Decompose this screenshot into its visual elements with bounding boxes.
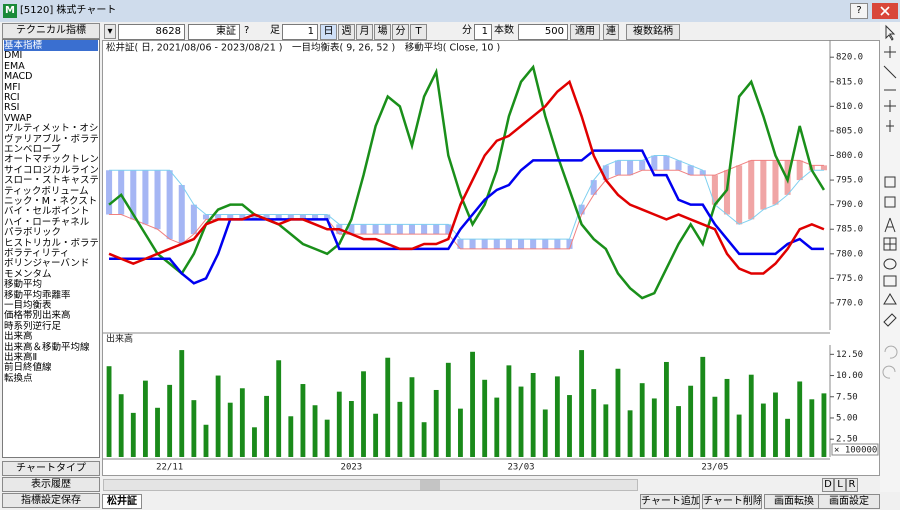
indicator-item[interactable]: 基本指標 (4, 40, 98, 51)
toolbar-apply[interactable]: 適用 (570, 24, 600, 40)
indicator-item[interactable]: MACD (4, 71, 33, 83)
indicator-item[interactable]: サイコロジカルライン (4, 164, 98, 176)
indicator-item[interactable]: ヴァリアブル・ボラティ (4, 133, 98, 145)
toolbar-bar-count[interactable]: 1 (282, 24, 318, 40)
indicator-item[interactable]: ボリンジャーバンド (4, 258, 90, 270)
indicator-item[interactable]: ハイ・ローチャネル (4, 216, 90, 228)
indicator-item[interactable]: VWAP (4, 112, 32, 124)
toolbar-market[interactable]: 東証 (188, 24, 240, 40)
indicator-item[interactable]: 一目均衡表 (4, 300, 52, 311)
drawing-toolbar (880, 22, 900, 492)
toolbar-multi[interactable]: 複数銘柄 (626, 24, 680, 40)
indicator-item[interactable]: 価格帯別出来高 (4, 310, 71, 322)
indicator-item[interactable]: ボラティリティ (4, 248, 70, 259)
toolbar-help: ? (244, 25, 250, 36)
toolbar-link[interactable]: 連 (603, 24, 619, 40)
indicator-item[interactable]: パラボリック (4, 227, 62, 239)
footer-tab[interactable]: 松井証 (102, 494, 142, 509)
indicator-item[interactable]: スロー・ストキャスティ (4, 175, 98, 187)
scroll-button[interactable]: R (846, 478, 858, 492)
close-button[interactable] (872, 3, 898, 19)
panel-button[interactable]: 表示履歴 (2, 477, 100, 492)
panel-button[interactable]: 指標設定保存 (2, 493, 100, 508)
indicator-item[interactable]: RCI (4, 92, 20, 103)
toolbar-count-value[interactable]: 500 (518, 24, 568, 40)
title-bar (0, 0, 900, 22)
period-button[interactable]: 場 (374, 24, 391, 40)
indicator-list (2, 39, 100, 458)
scroll-button[interactable]: D (822, 478, 834, 492)
indicator-item[interactable]: 移動平均乖離率 (4, 289, 71, 301)
indicator-item[interactable]: 移動平均 (4, 279, 43, 291)
app-icon: M (3, 4, 17, 18)
indicator-item[interactable]: バイ・セルポイント (4, 206, 90, 218)
indicator-item[interactable]: ティックボリューム (4, 185, 89, 197)
indicator-item[interactable]: 出来高 (4, 331, 33, 343)
footer-button[interactable]: 画面転換 (764, 494, 824, 509)
indicator-item[interactable]: ニック・M・ネクスト・ム (4, 196, 98, 207)
indicator-item[interactable]: モメンタム (4, 268, 52, 280)
chart-area (102, 40, 880, 476)
indicator-item[interactable]: EMA (4, 60, 25, 72)
help-button[interactable]: ? (850, 3, 868, 19)
h-scrollbar[interactable] (103, 479, 638, 491)
indicator-item[interactable]: 時系列逆行足 (4, 320, 62, 332)
dropdown-button[interactable]: ▾ (104, 24, 116, 39)
period-button[interactable]: 月 (356, 24, 373, 40)
indicator-item[interactable]: オートマチックトレンドラ (4, 154, 98, 166)
scroll-button[interactable]: L (834, 478, 846, 492)
period-button[interactable]: T (410, 24, 427, 40)
toolbar-minute-label: 分 (462, 25, 472, 36)
period-button[interactable]: 分 (392, 24, 409, 40)
indicator-item[interactable]: 前日終値線 (4, 362, 52, 374)
toolbar-count-label: 本数 (494, 25, 514, 36)
panel-button[interactable]: チャートタイプ (2, 461, 100, 476)
period-button[interactable]: 週 (338, 24, 355, 40)
indicator-item[interactable]: MFI (4, 81, 21, 93)
window-title: [5120] 株式チャート (20, 5, 117, 16)
indicator-item[interactable]: 転換点 (4, 372, 33, 384)
footer-button[interactable]: 画面設定 (818, 494, 880, 509)
indicator-item[interactable]: 出来高Ⅱ (4, 352, 38, 363)
toolbar-code[interactable]: 8628 (118, 24, 185, 40)
indicator-item[interactable]: ヒストリカル・ボラティリ (4, 237, 98, 249)
toolbar-minute-value[interactable]: 1 (474, 24, 492, 40)
period-button[interactable]: 日 (320, 24, 337, 40)
scroll-thumb[interactable] (420, 480, 440, 490)
indicator-item[interactable]: DMI (4, 50, 23, 62)
toolbar-bar-label: 足 (270, 25, 280, 36)
indicator-item[interactable]: RSI (4, 102, 20, 114)
indicator-item[interactable]: アルティメット・オシレー (4, 123, 98, 135)
footer-button[interactable]: チャート追加 (640, 494, 700, 509)
indicator-item[interactable]: エンベロープ (4, 144, 61, 155)
indicator-tab[interactable]: テクニカル指標 (2, 23, 100, 39)
indicator-item[interactable]: 出来高＆移動平均線 (4, 341, 90, 353)
footer-button[interactable]: チャート削除 (702, 494, 762, 509)
